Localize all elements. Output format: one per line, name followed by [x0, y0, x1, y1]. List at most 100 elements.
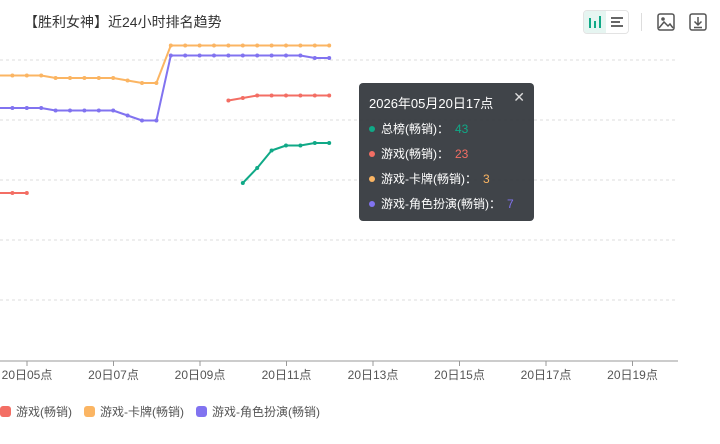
data-point — [183, 53, 188, 58]
legend-swatch — [196, 406, 207, 417]
data-point — [154, 118, 159, 123]
tooltip-value: 3 — [483, 171, 490, 186]
data-point — [226, 98, 231, 103]
x-tick-label: 20日17点 — [521, 368, 572, 382]
data-point — [82, 108, 87, 113]
tooltip-dot — [369, 200, 375, 207]
data-point — [240, 43, 245, 48]
data-point — [327, 141, 332, 145]
legend-item[interactable]: 游戏-卡牌(畅销) — [84, 403, 184, 420]
series-line — [228, 94, 330, 102]
data-point — [255, 166, 260, 170]
close-icon[interactable]: ✕ — [513, 89, 525, 105]
tooltip-row: 游戏-角色扮演(畅销)： 7 — [369, 195, 514, 212]
bar-chart-icon[interactable] — [584, 11, 606, 33]
data-point — [255, 53, 260, 58]
data-point — [154, 81, 159, 85]
data-point — [125, 113, 130, 118]
data-point — [96, 76, 101, 80]
data-point — [212, 43, 216, 48]
image-icon[interactable] — [654, 10, 678, 34]
data-point — [10, 191, 15, 195]
chart-legend: 游戏(畅销) 游戏-卡牌(畅销) 游戏-角色扮演(畅销) — [0, 403, 320, 420]
data-point — [140, 118, 144, 123]
tooltip-dot — [369, 125, 375, 132]
legend-swatch — [0, 406, 11, 417]
chart-toolbar — [583, 10, 710, 34]
list-icon[interactable] — [606, 11, 628, 33]
data-point — [269, 43, 274, 48]
x-tick-label: 20日09点 — [175, 368, 226, 382]
data-point — [39, 73, 44, 78]
data-point — [168, 53, 173, 58]
x-tick-label: 20日19点 — [607, 368, 658, 382]
x-tick-label: 20日05点 — [2, 368, 53, 382]
tooltip-dot — [369, 150, 375, 157]
data-point — [240, 53, 245, 58]
data-point — [24, 73, 29, 78]
data-point — [111, 108, 116, 113]
data-point — [327, 93, 332, 98]
download-icon[interactable] — [686, 10, 710, 34]
legend-label: 游戏(畅销) — [16, 405, 72, 419]
data-point — [168, 43, 173, 48]
line-chart: 20日05点 20日07点 20日09点 20日11点 20日13点 20日15点 20日1… — [0, 43, 678, 382]
data-point — [284, 143, 288, 148]
x-tick-label: 20日13点 — [348, 368, 399, 382]
tooltip-value: 43 — [455, 121, 469, 136]
legend-label: 游戏-角色扮演(畅销) — [212, 405, 320, 419]
data-point — [312, 141, 317, 145]
data-point — [183, 43, 188, 48]
data-point — [82, 76, 87, 80]
tooltip-dot — [369, 175, 375, 182]
tooltip-value: 7 — [507, 196, 514, 211]
data-point — [269, 93, 274, 98]
legend-label: 游戏-卡牌(畅销) — [100, 405, 184, 419]
data-point — [298, 143, 303, 148]
page-title: 【胜利女神】近24小时排名趋势 — [24, 14, 222, 30]
legend-item[interactable]: 游戏-角色扮演(畅销) — [196, 403, 320, 420]
x-tick-label: 20日15点 — [434, 368, 485, 382]
tooltip-row: 游戏(畅销)： 23 — [369, 145, 468, 162]
data-point — [10, 106, 15, 110]
data-point — [68, 108, 72, 113]
legend-swatch — [84, 406, 95, 417]
tooltip-label: 总榜(畅销)： — [381, 122, 449, 136]
data-point — [140, 81, 144, 85]
data-point — [24, 106, 29, 110]
tooltip-row: 游戏-卡牌(畅销)： 3 — [369, 170, 490, 187]
data-point — [197, 53, 202, 58]
data-point — [269, 148, 274, 153]
data-point — [312, 56, 317, 60]
data-point — [39, 106, 44, 110]
legend-item[interactable]: 游戏(畅销) — [0, 403, 72, 420]
data-point — [284, 93, 288, 98]
data-point — [96, 108, 101, 113]
data-point — [226, 43, 231, 48]
series-line — [0, 44, 330, 84]
data-point — [240, 181, 245, 185]
data-point — [312, 43, 317, 48]
data-point — [68, 76, 72, 80]
data-point — [298, 93, 303, 98]
data-point — [53, 108, 58, 113]
data-point — [24, 191, 29, 195]
series-line — [242, 142, 330, 184]
toolbar-divider — [641, 13, 642, 31]
tooltip-value: 23 — [455, 146, 469, 161]
data-point — [327, 43, 332, 48]
data-point — [10, 73, 15, 78]
data-point — [255, 43, 260, 48]
data-point — [240, 96, 245, 100]
data-point — [125, 78, 130, 83]
tooltip-label: 游戏-卡牌(畅销)： — [381, 172, 477, 186]
data-point — [212, 53, 216, 58]
x-tick-label: 20日07点 — [88, 368, 139, 382]
series-line — [0, 54, 330, 122]
data-point — [284, 53, 288, 58]
data-point — [197, 43, 202, 48]
tooltip-label: 游戏(畅销)： — [381, 147, 449, 161]
data-point — [226, 53, 231, 58]
tooltip-row: 总榜(畅销)： 43 — [369, 120, 468, 137]
tooltip-label: 游戏-角色扮演(畅销)： — [381, 197, 501, 211]
